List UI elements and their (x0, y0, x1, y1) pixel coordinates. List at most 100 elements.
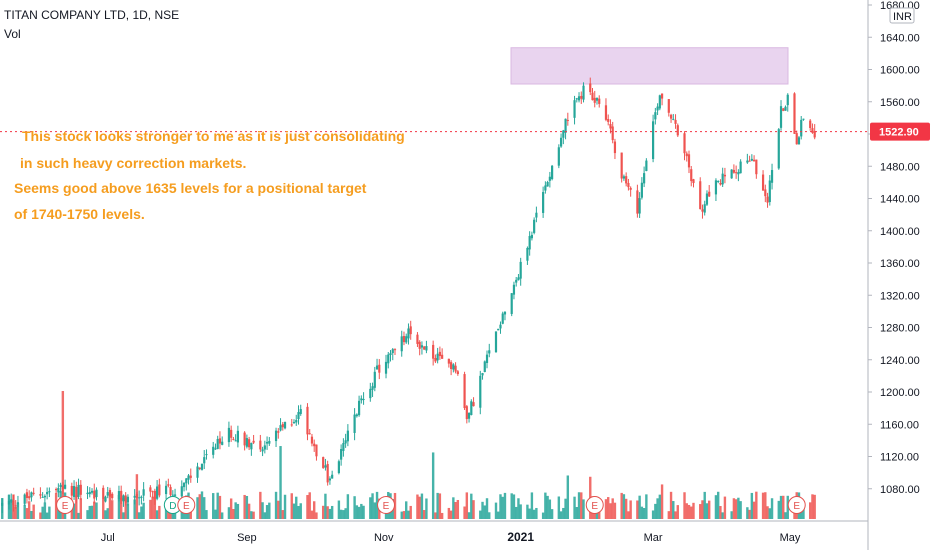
volume-bar (108, 493, 112, 519)
volume-bar (295, 496, 298, 519)
volume-bar (41, 506, 44, 519)
candle-body (151, 491, 154, 493)
candle-body (23, 494, 26, 504)
candle-body (313, 443, 316, 447)
candle-body (261, 449, 264, 452)
currency-badge[interactable] (889, 7, 915, 24)
resistance-zone[interactable] (510, 47, 789, 85)
candle-body (117, 491, 121, 500)
volume-bar (90, 505, 94, 519)
volume-bar (39, 512, 42, 519)
candle-body (102, 487, 105, 500)
candle-body (551, 165, 554, 180)
volume-bar (133, 499, 136, 519)
volume-bar (609, 503, 612, 519)
candle-body (701, 209, 704, 212)
candle-body (200, 463, 204, 470)
candle-body (43, 495, 46, 498)
volume-bar (149, 499, 152, 519)
volume-bar (622, 494, 626, 519)
candle-body (70, 485, 73, 496)
volume-bar (72, 503, 76, 519)
volume-bar (573, 496, 576, 519)
volume-bar (514, 506, 518, 519)
candle-body (535, 212, 538, 218)
volume-bar (79, 498, 82, 519)
candle-body (153, 490, 156, 499)
candle-body (185, 478, 188, 484)
earnings-marker[interactable] (56, 496, 75, 514)
candle-body (63, 484, 67, 489)
candle-body (654, 112, 657, 120)
earnings-marker[interactable] (177, 496, 196, 514)
volume-bar (544, 492, 547, 519)
volume-bar (400, 511, 403, 519)
volume-bar (607, 497, 610, 519)
candle-body (562, 130, 565, 138)
x-tick-label: 2021 (507, 530, 534, 544)
candle-body (236, 430, 239, 443)
volume-bar (699, 504, 702, 519)
volume-bar (562, 507, 565, 519)
y-tick-label: 1320.00 (880, 290, 920, 302)
candle-body (93, 490, 96, 499)
candle-body (409, 326, 412, 335)
candle-body (420, 345, 424, 348)
volume-bar (541, 512, 545, 519)
price-axis[interactable]: 1080.00 1120.00 1160.00 1200.00 1240.00 1280.… (867, 0, 932, 550)
volume-bar (708, 500, 711, 519)
earnings-marker[interactable] (787, 496, 806, 514)
event-marker-label: E (62, 501, 69, 512)
candle-body (441, 354, 444, 359)
volume-bar (216, 492, 219, 519)
candle-body (232, 438, 235, 440)
x-tick-label: Nov (374, 532, 394, 544)
y-tick-label: 1360.00 (880, 258, 920, 270)
candle-body (308, 433, 311, 435)
volume-bar (654, 503, 657, 519)
candle-body (310, 436, 314, 444)
volume-bar (140, 506, 143, 519)
candle-body (173, 494, 177, 496)
candle-body (622, 176, 626, 179)
earnings-marker[interactable] (377, 496, 396, 514)
y-tick-label: 1080.00 (880, 484, 920, 496)
volume-bar (283, 494, 287, 519)
candle-body (434, 357, 437, 362)
candle-body (326, 464, 329, 483)
candle-body (674, 119, 677, 124)
candle-body (432, 344, 435, 359)
volume-bar (324, 493, 327, 519)
volume-bar (30, 510, 33, 519)
volume-bar (465, 492, 469, 519)
candle-body (692, 179, 695, 184)
volume-bar (593, 511, 596, 519)
volume-bar (472, 500, 475, 519)
volume-bar (279, 446, 282, 519)
candle-body (690, 169, 693, 182)
candle-body (180, 486, 183, 497)
candle-body (452, 364, 455, 370)
candle-body (499, 324, 502, 329)
volume-bar (530, 492, 534, 519)
candle-body (777, 129, 780, 169)
volume-bar (14, 506, 17, 519)
volume-bar (470, 493, 473, 519)
volume-bar (418, 496, 421, 519)
volume-bar (739, 501, 742, 519)
volume-bar (252, 511, 255, 519)
annotation-line-3: Seems good above 1635 levels for a posit… (14, 180, 367, 196)
earnings-marker[interactable] (585, 496, 604, 514)
candle-body (221, 441, 224, 445)
volume-bar (479, 510, 482, 519)
volume-bar (362, 505, 365, 519)
candle-body (342, 443, 345, 451)
volume-bar (75, 495, 78, 519)
candle-body (344, 440, 347, 444)
candle-body (32, 492, 35, 494)
y-tick-label: 1240.00 (880, 355, 920, 367)
volume-bar (559, 511, 563, 519)
volume-bar (57, 504, 60, 519)
